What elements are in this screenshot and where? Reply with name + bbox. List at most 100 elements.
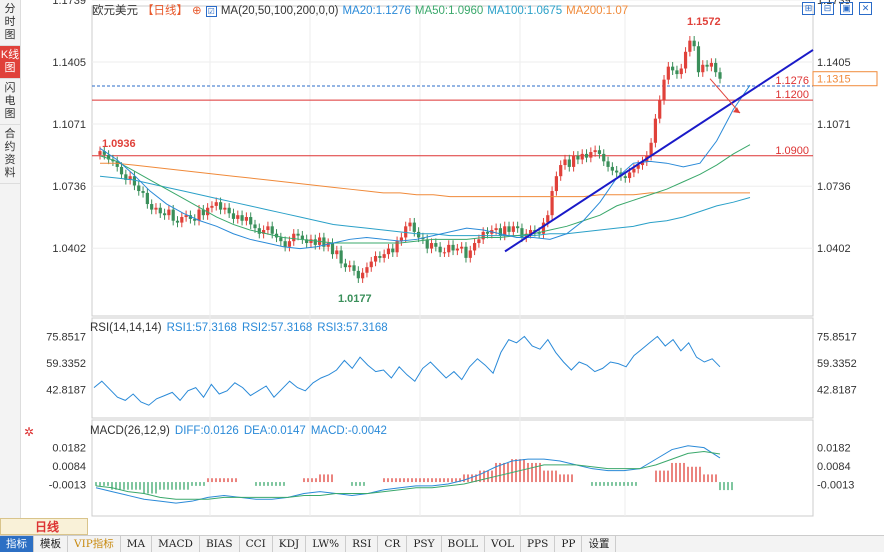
candle-body (434, 243, 438, 247)
candle-body (593, 150, 597, 153)
symbol-name: 欧元美元 (92, 5, 138, 17)
candle-body (550, 191, 554, 216)
hline-label: 1.1276 (775, 75, 809, 87)
ma200-label: MA200:1.07 (566, 5, 629, 17)
toolbar-item-7[interactable]: KDJ (273, 536, 307, 552)
period-label[interactable]: 【日线】 (142, 5, 188, 17)
period-button[interactable]: 日线 (0, 518, 88, 535)
toolbar-item-15[interactable]: PP (555, 536, 583, 552)
candle-body (584, 153, 589, 158)
candle-body (193, 218, 197, 221)
sidebar-item-1[interactable]: K线图 (0, 46, 20, 79)
sidebar-item-3[interactable]: 合约资料 (0, 125, 20, 184)
macd-tick-right: 0.0182 (817, 442, 851, 454)
indicator-settings-icon[interactable]: ✲ (24, 425, 35, 439)
candle-body (107, 154, 111, 160)
toolbar-item-5[interactable]: BIAS (200, 536, 240, 552)
toolbar-item-12[interactable]: BOLL (442, 536, 485, 552)
toolbar-item-11[interactable]: PSY (407, 536, 442, 552)
candle-body (688, 40, 692, 52)
candle-body (425, 239, 429, 249)
toolbar-item-1[interactable]: 模板 (34, 536, 68, 552)
candle-body (675, 70, 679, 75)
candle-body (132, 176, 137, 186)
chart-tool-2-icon[interactable]: ▣ (840, 2, 853, 15)
sidebar-item-2[interactable]: 闪电图 (0, 79, 20, 125)
candle-body (223, 207, 227, 210)
rsi-tick-left: 75.8517 (46, 332, 86, 344)
candle-body (218, 202, 223, 210)
candle-body (283, 241, 287, 247)
candle-body (602, 153, 606, 162)
candle-body (201, 209, 205, 216)
candle-body (468, 250, 472, 258)
candle-body (244, 217, 248, 221)
macd-tick-right: 0.0084 (817, 461, 851, 473)
settings-icon[interactable]: ⊕ (192, 5, 202, 17)
candle-body (188, 215, 193, 219)
candle-body (671, 66, 675, 71)
chart-tool-1-icon[interactable]: ⊟ (821, 2, 834, 15)
ma-toggle-icon[interactable]: ☑ (205, 6, 217, 17)
chart-tool-0-icon[interactable]: ⊞ (802, 2, 815, 15)
rsi1-label: RSI1:57.3168 (166, 322, 237, 334)
toolbar-item-6[interactable]: CCI (240, 536, 273, 552)
hline-label: 1.1200 (775, 89, 809, 101)
candle-body (472, 243, 477, 251)
candle-body (119, 166, 124, 175)
rsi2-label: RSI2:57.3168 (241, 322, 313, 334)
sidebar: 分时图 K线图 闪电图 合约资料 (0, 0, 21, 518)
rsi-tick-left: 59.3352 (46, 358, 86, 370)
rsi-tick-right: 42.8187 (817, 384, 857, 396)
toolbar-item-8[interactable]: LW% (306, 536, 347, 552)
candle-body (309, 239, 313, 244)
macd-tick-left: -0.0013 (49, 480, 86, 492)
chart-area: 1.1739 1.1739 1.1405 1.1405 1.1071 1.1071 1.07… (20, 0, 884, 518)
toolbar-item-13[interactable]: VOL (485, 536, 521, 552)
candle-body (287, 241, 292, 247)
toolbar-item-3[interactable]: MA (121, 536, 153, 552)
arrow-head (733, 107, 740, 114)
y-tick-left: 1.1739 (52, 0, 86, 7)
candle-body (662, 79, 666, 101)
candle-body (503, 226, 507, 236)
price-label-low: 1.0177 (338, 293, 372, 305)
candle-body (180, 217, 184, 223)
candle-body (658, 100, 662, 119)
toolbar-item-9[interactable]: RSI (346, 536, 379, 552)
sidebar-item-0[interactable]: 分时图 (0, 0, 20, 46)
chart-tool-3-icon[interactable]: ✕ (859, 2, 872, 15)
candle-body (696, 46, 701, 73)
toolbar-item-4[interactable]: MACD (152, 536, 200, 552)
ma-label: MA(20,50,100,200,0,0) (220, 5, 339, 17)
candle-body (373, 256, 378, 262)
y-tick-right: 1.1071 (817, 119, 851, 131)
candle-body (679, 68, 683, 75)
candle-body (352, 265, 356, 271)
toolbar-item-16[interactable]: 设置 (582, 536, 617, 552)
candle-body (451, 244, 455, 251)
candle-body (511, 226, 515, 232)
candle-body (175, 220, 180, 223)
candle-body (606, 161, 610, 167)
ma50-label: MA50:1.0960 (414, 5, 484, 17)
candle-body (386, 248, 391, 255)
toolbar-item-0[interactable]: 指标 (0, 536, 34, 552)
rsi-panel-border (91, 317, 814, 419)
candle-body (455, 248, 459, 251)
candle-body (580, 153, 584, 160)
candle-body (640, 161, 645, 166)
candle-body (627, 172, 632, 179)
candle-body (653, 118, 658, 143)
candle-body (369, 261, 373, 268)
toolbar-item-14[interactable]: PPS (521, 536, 556, 552)
candle-body (477, 239, 481, 244)
y-tick-left: 1.1071 (52, 119, 86, 131)
toolbar-item-10[interactable]: CR (378, 536, 408, 552)
candle-body (528, 230, 533, 234)
hline-label: 1.0900 (775, 145, 809, 157)
candle-body (438, 246, 442, 253)
toolbar-item-2[interactable]: VIP指标 (68, 536, 121, 552)
candle-body (485, 231, 490, 234)
